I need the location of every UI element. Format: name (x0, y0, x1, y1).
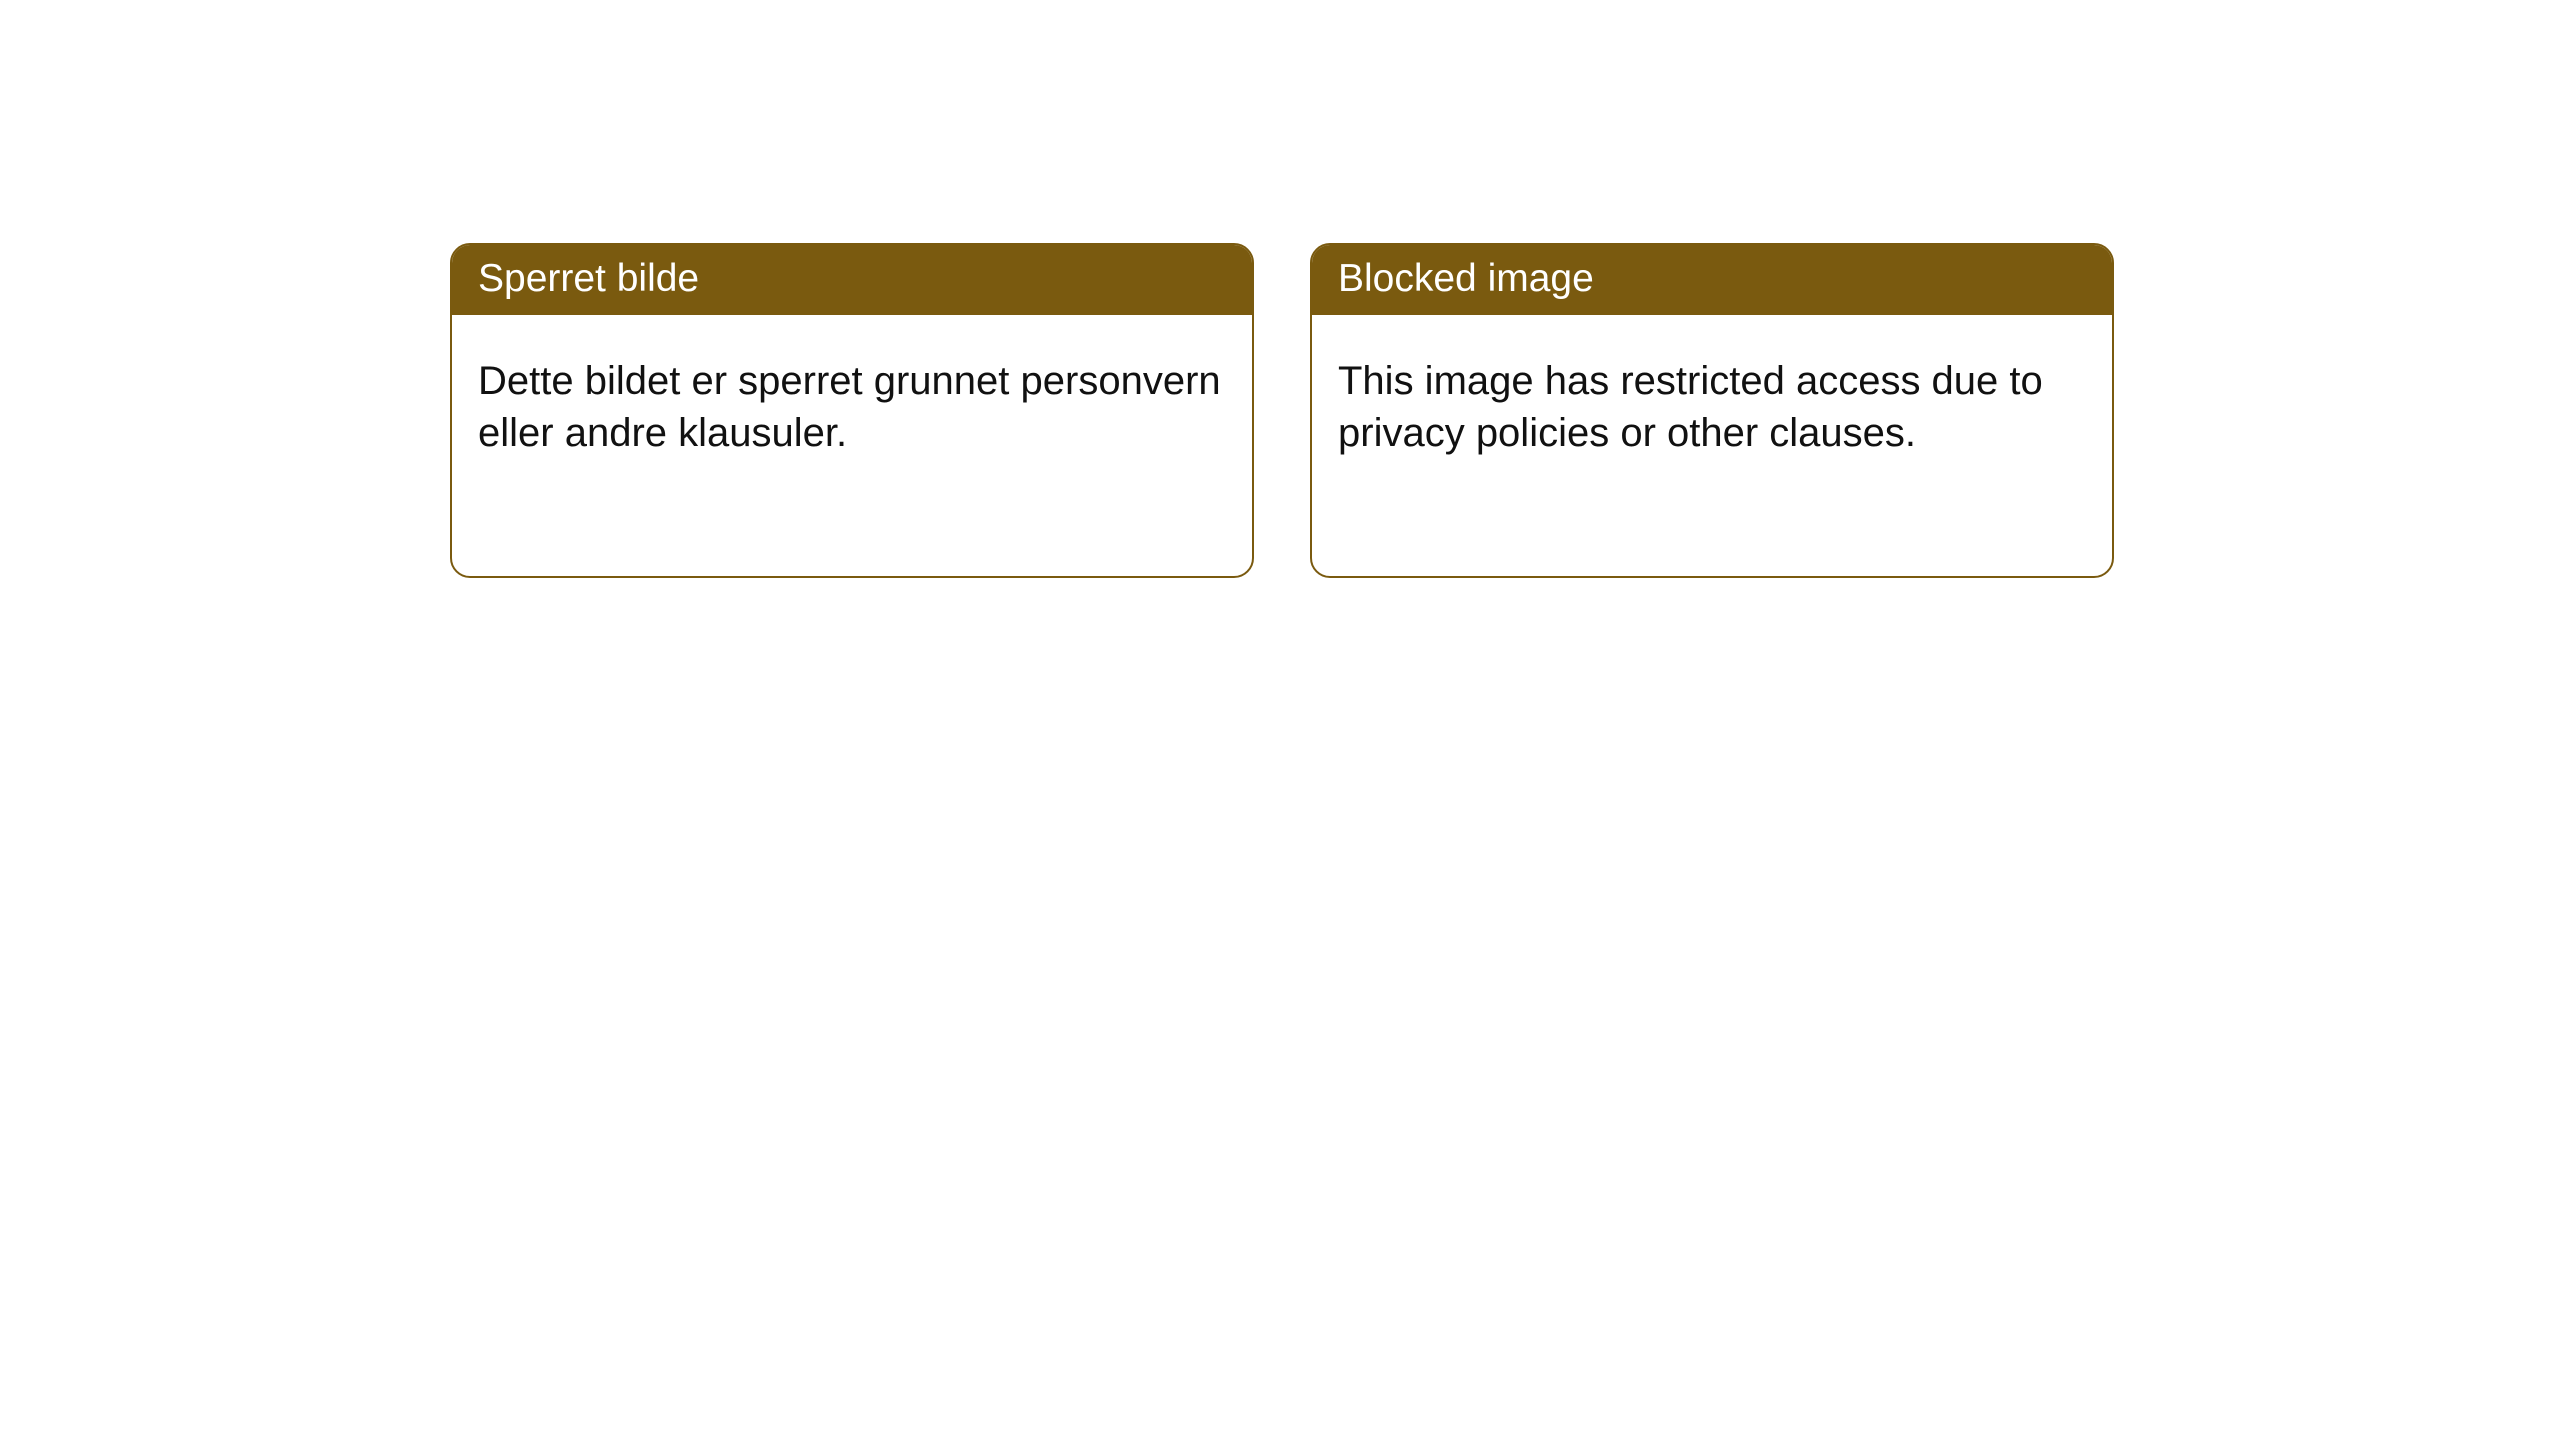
card-body: This image has restricted access due to … (1312, 315, 2112, 499)
card-message: This image has restricted access due to … (1338, 359, 2043, 455)
card-header: Sperret bilde (452, 245, 1252, 315)
card-header: Blocked image (1312, 245, 2112, 315)
notice-card-norwegian: Sperret bilde Dette bildet er sperret gr… (450, 243, 1254, 578)
card-title: Blocked image (1338, 257, 1594, 300)
notice-cards-container: Sperret bilde Dette bildet er sperret gr… (0, 0, 2560, 578)
card-message: Dette bildet er sperret grunnet personve… (478, 359, 1221, 455)
notice-card-english: Blocked image This image has restricted … (1310, 243, 2114, 578)
card-title: Sperret bilde (478, 257, 699, 300)
card-body: Dette bildet er sperret grunnet personve… (452, 315, 1252, 499)
